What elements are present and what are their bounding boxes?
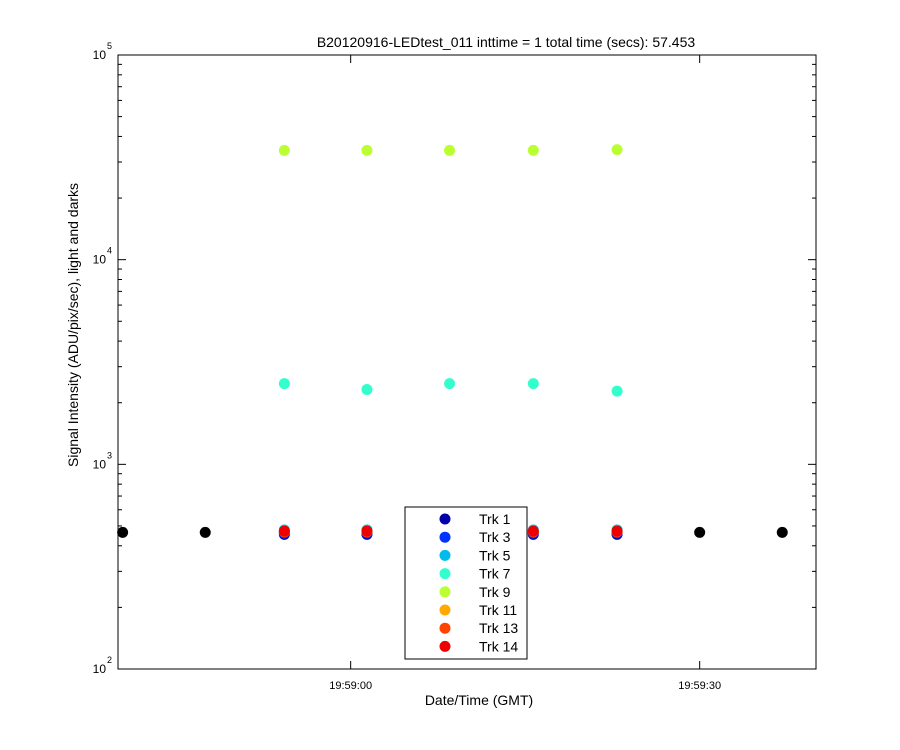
dark-point xyxy=(199,526,211,538)
legend-marker xyxy=(439,568,451,580)
legend-label: Trk 13 xyxy=(479,620,518,636)
dark-point xyxy=(117,526,129,538)
y-tick-label-base: 10 xyxy=(93,253,107,267)
series-8-point xyxy=(278,525,290,537)
y-tick-label-base: 10 xyxy=(93,48,107,62)
legend-marker xyxy=(439,640,451,652)
series-8-point xyxy=(361,525,373,537)
y-tick-label-exponent: 3 xyxy=(107,450,112,460)
series-5-point xyxy=(278,144,290,156)
y-tick-label-base: 10 xyxy=(93,662,107,676)
series-4-point xyxy=(278,378,290,390)
x-axis-label: Date/Time (GMT) xyxy=(425,692,533,708)
legend-label: Trk 9 xyxy=(479,584,511,600)
legend-marker xyxy=(439,586,451,598)
series-4-point xyxy=(444,378,456,390)
legend-label: Trk 7 xyxy=(479,566,511,582)
legend-label: Trk 11 xyxy=(479,602,517,618)
series-5-point xyxy=(444,144,456,156)
legend-marker xyxy=(439,622,451,634)
y-tick-label-exponent: 2 xyxy=(107,655,112,665)
legend-marker xyxy=(439,604,451,616)
series-8-point xyxy=(611,525,623,537)
legend-marker xyxy=(439,531,451,543)
dark-point xyxy=(694,526,706,538)
legend: Trk 1 Trk 3 Trk 5 Trk 7 Trk 9 Trk 11 Trk 13 Trk… xyxy=(404,506,528,660)
x-tick-label: 19:59:00 xyxy=(329,680,372,692)
y-tick-label-base: 10 xyxy=(93,457,107,471)
legend-label: Trk 3 xyxy=(479,529,511,545)
legend-marker xyxy=(439,549,451,561)
y-tick-label-exponent: 4 xyxy=(107,246,112,256)
legend-label: Trk 5 xyxy=(479,547,511,563)
series-8-point xyxy=(527,525,539,537)
chart-title: B20120916-LEDtest_011 inttime = 1 total … xyxy=(317,34,696,50)
y-tick-label-exponent: 5 xyxy=(107,41,112,51)
x-tick-label: 19:59:30 xyxy=(678,680,721,692)
legend-marker xyxy=(439,513,451,525)
series-4-point xyxy=(527,378,539,390)
legend-box xyxy=(404,506,528,660)
plot-frame xyxy=(117,54,817,670)
y-axis-label: Signal Intensity (ADU/pix/sec), light an… xyxy=(65,183,81,467)
legend-label: Trk 14 xyxy=(479,638,518,654)
series-5-point xyxy=(611,144,623,156)
series-4-point xyxy=(361,384,373,396)
legend-label: Trk 1 xyxy=(479,511,511,527)
dark-point xyxy=(776,526,788,538)
series-4-point xyxy=(611,385,623,397)
series-5-point xyxy=(527,144,539,156)
series-5-point xyxy=(361,144,373,156)
